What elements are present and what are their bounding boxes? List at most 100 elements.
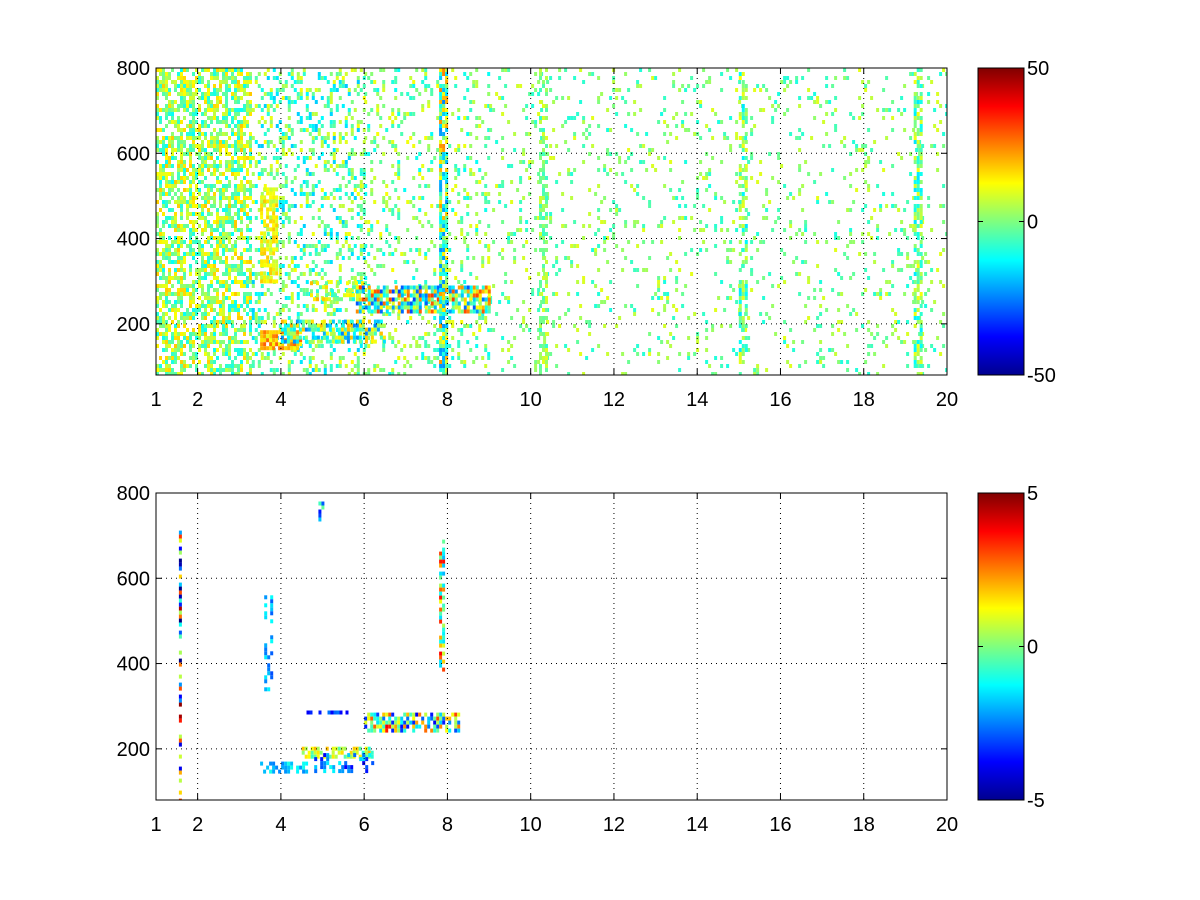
top-heatmap-cell (726, 364, 730, 368)
top-heatmap-cell (359, 172, 363, 176)
top-heatmap-cell (192, 284, 195, 288)
top-heatmap-cell (376, 112, 380, 116)
top-heatmap-cell (165, 312, 168, 316)
top-heatmap-cell (543, 240, 547, 244)
top-heatmap-cell (421, 196, 425, 200)
top-heatmap-cell (275, 259, 279, 264)
top-heatmap-cell (606, 296, 610, 300)
top-heatmap-cell (329, 356, 333, 360)
top-heatmap-cell (816, 352, 820, 356)
top-heatmap-cell (320, 344, 324, 348)
top-heatmap-cell (316, 335, 320, 340)
top-heatmap-cell (299, 204, 303, 208)
top-heatmap-cell (897, 336, 901, 340)
top-heatmap-cell (469, 324, 473, 328)
top-heatmap-cell (198, 164, 201, 168)
top-heatmap-cell (192, 224, 195, 228)
top-heatmap-cell (222, 236, 225, 240)
top-heatmap-cell (249, 196, 252, 200)
top-heatmap-cell (445, 268, 449, 272)
top-heatmap-cell (287, 136, 291, 140)
top-heatmap-cell (463, 116, 467, 120)
top-heatmap-cell (837, 320, 841, 324)
top-heatmap-cell (231, 304, 234, 308)
top-heatmap-cell (272, 215, 276, 220)
top-heatmap-cell (331, 293, 334, 298)
top-heatmap-cell (249, 108, 252, 112)
top-heatmap-cell (397, 289, 401, 294)
top-heatmap-cell (804, 260, 808, 264)
top-heatmap-cell (335, 284, 339, 288)
top-heatmap-cell (332, 124, 336, 128)
top-heatmap-cell (225, 368, 228, 372)
top-heatmap-cell (319, 285, 322, 290)
top-heatmap-cell (168, 216, 171, 220)
top-heatmap-cell (481, 256, 485, 260)
top-heatmap-cell (263, 187, 267, 192)
top-heatmap-cell (168, 184, 171, 188)
top-heatmap-cell (192, 72, 195, 76)
top-heatmap-cell (213, 336, 216, 340)
top-heatmap-cell (597, 292, 601, 296)
top-heatmap-cell (213, 296, 216, 300)
top-heatmap-cell (284, 84, 288, 88)
top-heatmap-cell (240, 144, 243, 148)
top-heatmap-cell (225, 120, 228, 124)
top-heatmap-cell (237, 140, 240, 144)
top-heatmap-cell (249, 372, 252, 375)
top-heatmap-cell (678, 268, 682, 272)
top-heatmap-cell (243, 160, 246, 164)
top-heatmap-cell (317, 224, 321, 228)
top-heatmap-cell (222, 116, 225, 120)
top-heatmap-cell (222, 284, 225, 288)
top-heatmap-cell (269, 207, 273, 212)
top-heatmap-cell (249, 192, 252, 196)
top-heatmap-cell (225, 324, 228, 328)
top-heatmap-cell (382, 304, 386, 308)
top-heatmap-cell (168, 120, 171, 124)
top-heatmap-cell (296, 346, 300, 351)
top-heatmap-cell (344, 240, 348, 244)
top-heatmap-cell (204, 276, 207, 280)
top-heatmap-cell (451, 289, 455, 294)
top-heatmap-cell (783, 252, 787, 256)
top-heatmap-cell (705, 248, 709, 252)
top-heatmap-cell (338, 264, 342, 268)
top-heatmap-cell (867, 156, 871, 160)
top-heatmap-cell (189, 188, 192, 192)
top-heatmap-cell (234, 184, 237, 188)
top-heatmap-cell (663, 292, 667, 296)
top-heatmap-cell (195, 80, 198, 84)
top-heatmap-cell (177, 160, 180, 164)
top-heatmap-cell (240, 304, 243, 308)
top-heatmap-cell (269, 330, 273, 335)
top-heatmap-cell (436, 285, 440, 290)
top-heatmap-cell (927, 76, 931, 80)
top-heatmap-cell (475, 124, 479, 128)
top-heatmap-cell (406, 92, 410, 96)
top-heatmap-cell (192, 212, 195, 216)
top-heatmap-cell (281, 330, 285, 335)
top-heatmap-cell (329, 280, 333, 284)
top-heatmap-cell (344, 116, 348, 120)
top-heatmap-cell (714, 192, 718, 196)
top-heatmap-cell (180, 348, 183, 352)
top-heatmap-cell (246, 268, 249, 272)
top-heatmap-cell (171, 332, 174, 336)
top-heatmap-cell (231, 280, 234, 284)
top-heatmap-cell (349, 289, 352, 294)
top-heatmap-cell (825, 112, 829, 116)
top-heatmap-cell (234, 372, 237, 375)
top-heatmap-cell (234, 124, 237, 128)
top-heatmap-cell (897, 268, 901, 272)
top-heatmap-cell (266, 243, 270, 248)
top-heatmap-cell (225, 176, 228, 180)
top-heatmap-cell (362, 248, 366, 252)
top-heatmap-cell (171, 172, 174, 176)
top-heatmap-cell (225, 344, 228, 348)
top-heatmap-cell (198, 344, 201, 348)
top-heatmap-cell (195, 268, 198, 272)
top-heatmap-cell (424, 301, 428, 306)
top-heatmap-cell (156, 316, 159, 320)
top-heatmap-cell (475, 336, 479, 340)
